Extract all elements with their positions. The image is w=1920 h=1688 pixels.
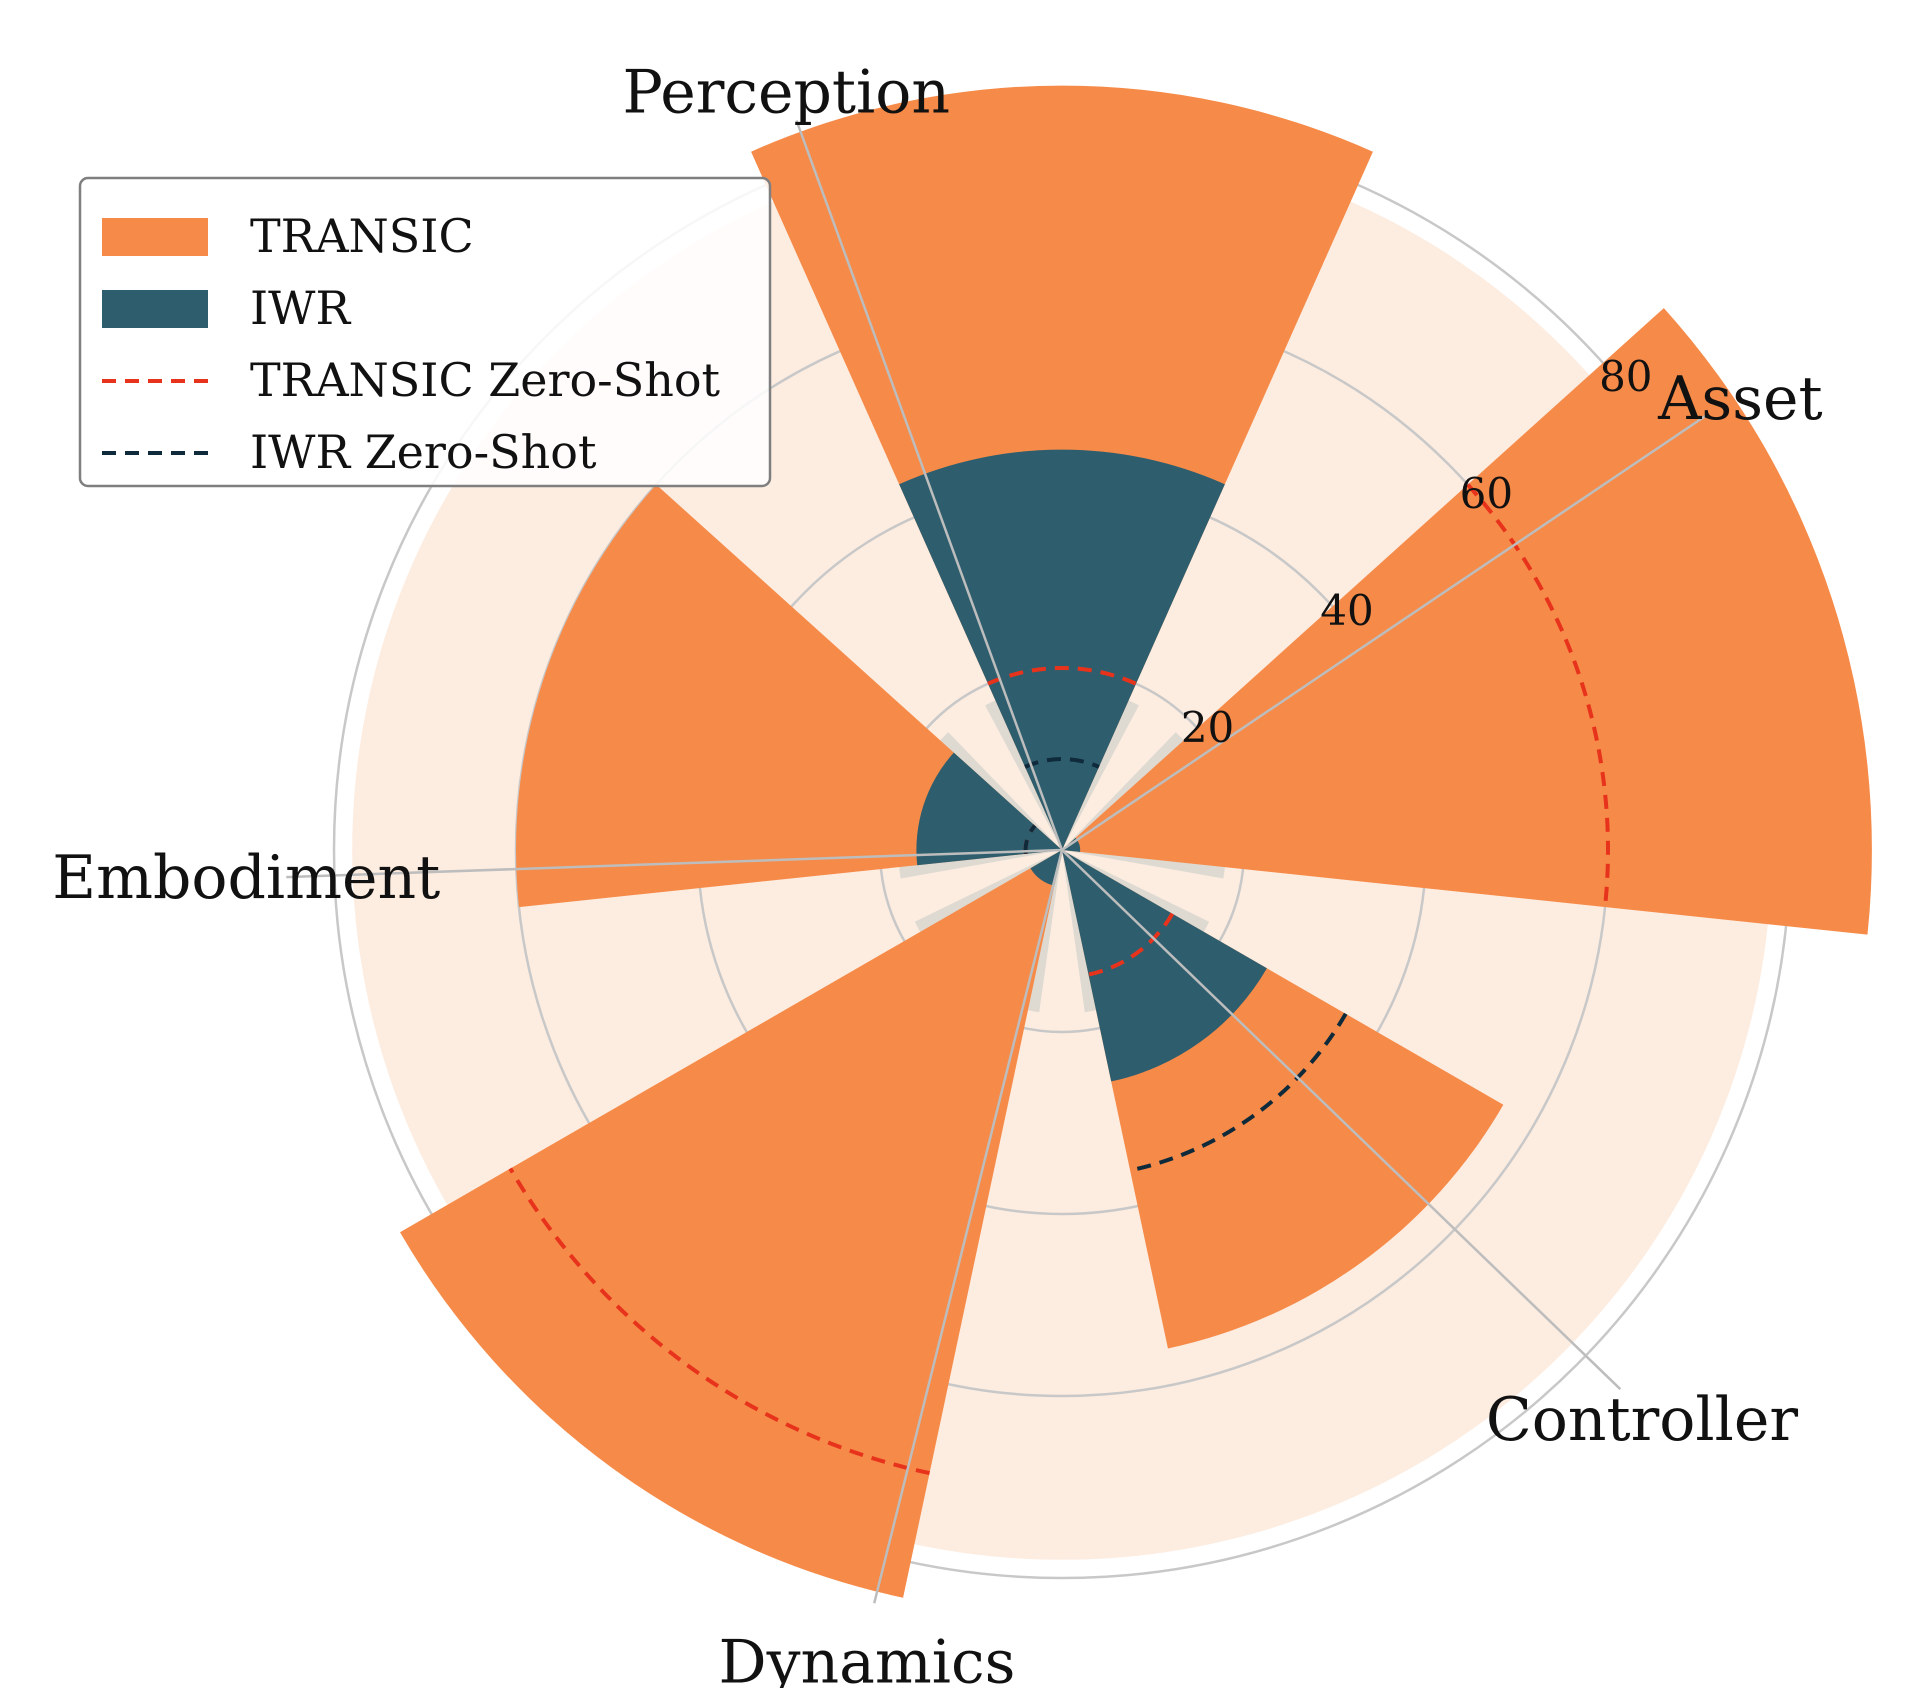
bar-iwr-perception (899, 449, 1225, 850)
legend-label-transic-zero-shot: TRANSIC Zero-Shot (250, 353, 721, 407)
radial-tick-60: 60 (1460, 469, 1513, 518)
zero-shot-transic-perception (987, 665, 1137, 686)
bars-layer (400, 85, 1872, 1598)
legend-label-iwr: IWR (250, 281, 351, 335)
legend: TRANSIC IWR TRANSIC Zero-Shot IWR Zero-Shot (78, 176, 772, 488)
radial-tick-80: 80 (1599, 352, 1652, 401)
legend-swatch-iwr (102, 290, 208, 328)
spoke-perception (795, 120, 1064, 851)
zero-shot-iwr-controller (1129, 1012, 1348, 1173)
axis-label-dynamics: Dynamics (719, 1627, 1016, 1688)
legend-box (78, 176, 772, 488)
spoke-dynamics (873, 849, 1064, 1604)
zero-shot-iwr-perception (1024, 757, 1100, 769)
bar-transic-dynamics (400, 850, 1062, 1598)
legend-swatch-transic (102, 218, 208, 256)
axis-label-controller: Controller (1486, 1385, 1798, 1455)
zero-shot-transic-dynamics (508, 1167, 930, 1476)
axis-label-asset: Asset (1657, 364, 1823, 434)
radial-tick-20: 20 (1181, 703, 1234, 752)
axis-labels: Perception Asset Controller Dynamics Embodim… (52, 57, 1822, 1688)
legend-label-transic: TRANSIC (250, 209, 474, 263)
bar-transic-asset (1062, 308, 1872, 935)
spokes-layer (286, 120, 1707, 1604)
spoke-embodiment (286, 848, 1063, 879)
zero-shot-transic-asset (1466, 483, 1611, 908)
axis-label-embodiment: Embodiment (52, 843, 440, 913)
spoke-asset (1061, 414, 1707, 852)
radial-ticks: 20 40 60 80 (1181, 352, 1653, 752)
spoke-controller (1061, 849, 1622, 1391)
bar-iwr-controller (1062, 850, 1267, 1082)
zero-shot-transic-controller (1088, 912, 1175, 977)
radial-tick-40: 40 (1320, 586, 1373, 635)
axis-label-perception: Perception (623, 57, 950, 127)
bar-iwr-embodiment (916, 752, 1062, 866)
legend-label-iwr-zero-shot: IWR Zero-Shot (250, 425, 597, 479)
